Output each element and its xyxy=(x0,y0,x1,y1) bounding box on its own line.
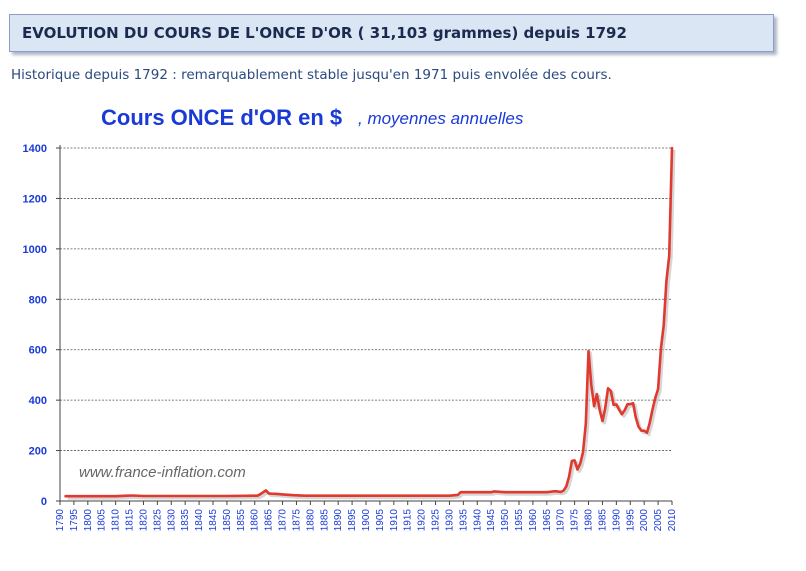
series-line xyxy=(64,146,674,498)
x-tick-label: 1920 xyxy=(417,509,428,532)
x-tick-label: 1845 xyxy=(208,509,219,532)
x-tick-label: 1915 xyxy=(403,509,414,532)
x-tick-label: 1940 xyxy=(472,509,483,532)
x-tick-label: 1840 xyxy=(194,509,205,532)
y-axis: 0 200 400 600 800 1000 1200 1400 xyxy=(23,143,61,508)
x-tick-label: 1900 xyxy=(361,509,372,532)
y-tick-label: 200 xyxy=(29,446,47,458)
x-tick-label: 1930 xyxy=(444,509,455,532)
page-header: EVOLUTION DU COURS DE L'ONCE D'OR ( 31,1… xyxy=(9,14,774,52)
x-tick-label: 1885 xyxy=(319,509,330,532)
x-tick-label: 2005 xyxy=(653,509,664,532)
chart-title: Cours ONCE d'OR en $ xyxy=(101,105,342,130)
intro-text: Historique depuis 1792 : remarquablement… xyxy=(11,67,612,83)
y-tick-label: 800 xyxy=(29,294,47,306)
x-tick-label: 1945 xyxy=(486,509,497,532)
x-tick-label: 1825 xyxy=(152,509,163,532)
x-tick-label: 1935 xyxy=(458,509,469,532)
x-tick-label: 1865 xyxy=(264,509,275,532)
x-tick-label: 1965 xyxy=(542,509,553,532)
x-tick-label: 1855 xyxy=(236,509,247,532)
x-tick-label: 1850 xyxy=(222,509,233,532)
grid-lines xyxy=(60,147,672,451)
y-tick-label: 0 xyxy=(41,496,47,508)
y-tick-label: 600 xyxy=(29,345,47,357)
x-tick-label: 1970 xyxy=(556,509,567,532)
y-tick-label: 1000 xyxy=(23,244,47,256)
x-tick-label: 1860 xyxy=(250,509,261,532)
x-tick-label: 1880 xyxy=(305,509,316,532)
x-tick-label: 1890 xyxy=(333,509,344,532)
x-tick-label: 1910 xyxy=(389,509,400,532)
gold-price-chart: Cours ONCE d'OR en $ , moyennes annuelle… xyxy=(23,105,678,532)
x-tick-label: 1830 xyxy=(166,509,177,532)
x-tick-label: 1820 xyxy=(138,509,149,532)
x-tick-label: 1980 xyxy=(584,509,595,532)
x-tick-label: 1810 xyxy=(111,509,122,532)
x-tick-label: 1815 xyxy=(125,509,136,532)
x-tick-label: 1950 xyxy=(500,509,511,532)
x-tick-label: 2000 xyxy=(639,509,650,532)
x-tick-label: 1960 xyxy=(528,509,539,532)
x-tick-label: 1985 xyxy=(597,509,608,532)
y-tick-label: 400 xyxy=(29,395,47,407)
x-axis: 1790 1795 1800 1805 1810 1815 1820 1825 1830 1835… xyxy=(55,500,678,532)
x-tick-label: 1975 xyxy=(570,509,581,532)
x-tick-label: 2010 xyxy=(667,509,678,532)
x-tick-label: 1925 xyxy=(431,509,442,532)
x-tick-label: 1895 xyxy=(347,509,358,532)
x-tick-label: 1790 xyxy=(55,509,66,532)
x-tick-label: 1875 xyxy=(291,509,302,532)
y-tick-label: 1400 xyxy=(23,143,47,155)
chart-subtitle: , moyennes annuelles xyxy=(358,109,524,128)
x-tick-label: 1955 xyxy=(514,509,525,532)
x-tick-label: 1905 xyxy=(375,509,386,532)
x-tick-label: 1800 xyxy=(83,509,94,532)
x-tick-label: 1990 xyxy=(611,509,622,532)
x-tick-label: 1835 xyxy=(180,509,191,532)
x-tick-label: 1995 xyxy=(625,509,636,532)
x-tick-label: 1795 xyxy=(69,509,80,532)
series-layer xyxy=(64,146,676,500)
chart-watermark: www.france-inflation.com xyxy=(79,464,246,481)
y-tick-label: 1200 xyxy=(23,193,47,205)
x-tick-label: 1870 xyxy=(278,509,289,532)
page-title: EVOLUTION DU COURS DE L'ONCE D'OR ( 31,1… xyxy=(22,24,627,42)
x-tick-label: 1805 xyxy=(97,509,108,532)
